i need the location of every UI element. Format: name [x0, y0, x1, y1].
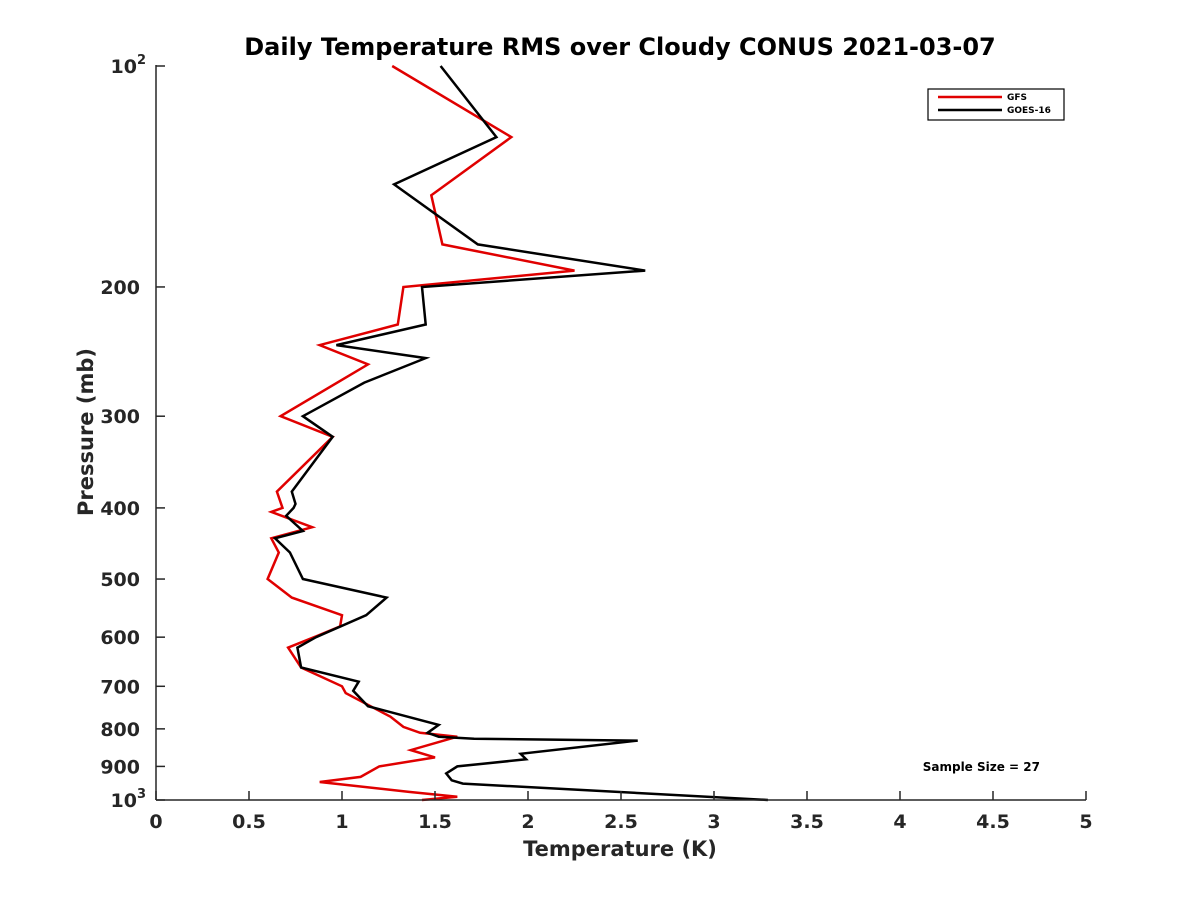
y-axis-ticks: 102 200 300 400 500 600 700 800 900 103 [100, 53, 165, 812]
x-tick-label: 3.5 [790, 811, 824, 833]
legend: GFS GOES-16 [927, 88, 1065, 121]
y-tick-label: 800 [100, 719, 140, 741]
x-axis-ticks: 0 0.5 1 1.5 2 2.5 3 3.5 4 4.5 5 [149, 791, 1093, 833]
sample-size-annotation: Sample Size = 27 [923, 760, 1040, 774]
x-tick-label: 2 [521, 811, 534, 833]
x-tick-label: 5 [1079, 811, 1092, 833]
y-tick-label: 200 [100, 277, 140, 299]
y-tick-label: 600 [100, 627, 140, 649]
y-tick-label: 102 [111, 53, 147, 78]
x-axis-label: Temperature (K) [523, 837, 717, 861]
y-tick-label: 400 [100, 498, 140, 520]
y-tick-label: 500 [100, 569, 140, 591]
y-tick-label: 103 [111, 787, 147, 812]
x-tick-label: 0 [149, 811, 162, 833]
x-tick-label: 4 [893, 811, 906, 833]
x-tick-label: 2.5 [604, 811, 638, 833]
legend-box [927, 88, 1065, 121]
legend-label-gfs: GFS [1007, 93, 1027, 103]
series-line-gfs [266, 64, 575, 802]
y-axis-label: Pressure (mb) [74, 348, 98, 516]
x-tick-label: 4.5 [976, 811, 1010, 833]
x-tick-label: 1.5 [418, 811, 452, 833]
series-line-goes-16 [272, 65, 768, 802]
y-tick-label: 900 [100, 756, 140, 778]
y-tick-label: 300 [100, 406, 140, 428]
x-tick-label: 0.5 [232, 811, 266, 833]
plot-lines [266, 64, 768, 802]
x-tick-label: 1 [335, 811, 348, 833]
y-tick-label: 700 [100, 676, 140, 698]
x-tick-label: 3 [707, 811, 720, 833]
chart-title: Daily Temperature RMS over Cloudy CONUS … [244, 33, 996, 61]
legend-label-goes16: GOES-16 [1007, 106, 1051, 116]
